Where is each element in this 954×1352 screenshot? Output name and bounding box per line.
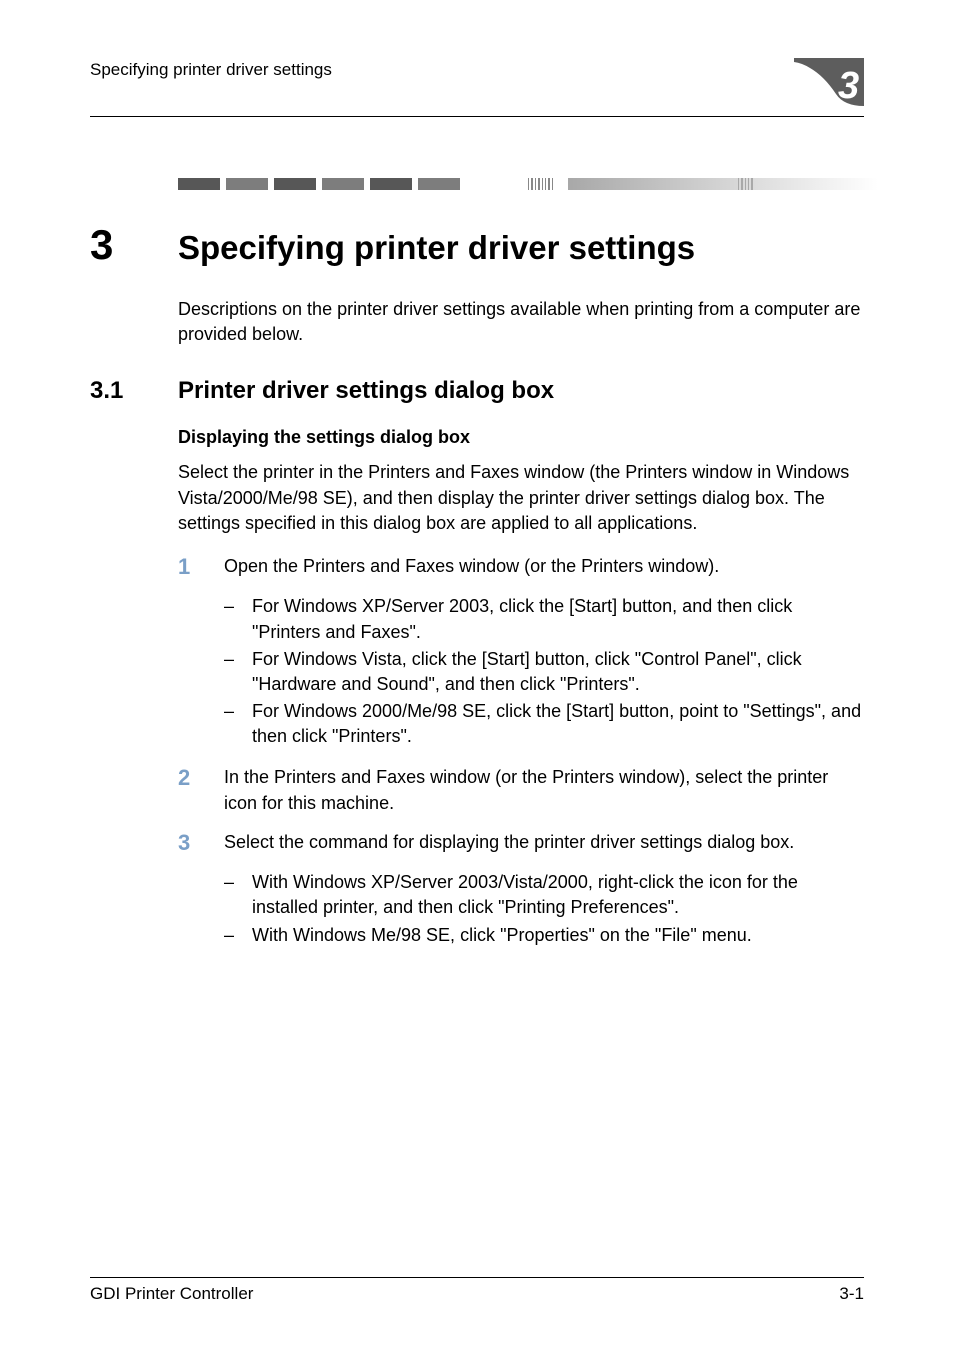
step-sublist: –For Windows XP/Server 2003, click the [… (224, 594, 864, 749)
step-number: 2 (178, 765, 224, 815)
chapter-number: 3 (90, 221, 178, 269)
step-subitem-text: With Windows XP/Server 2003/Vista/2000, … (252, 870, 864, 920)
section-heading: 3.1 Printer driver settings dialog box (90, 377, 864, 405)
step-subitem-text: With Windows Me/98 SE, click "Properties… (252, 923, 864, 948)
dash-icon: – (224, 923, 252, 948)
step-text: Open the Printers and Faxes window (or t… (224, 554, 864, 580)
steps-list: 1Open the Printers and Faxes window (or … (90, 554, 864, 948)
footer-left: GDI Printer Controller (90, 1284, 253, 1304)
step-text: Select the command for displaying the pr… (224, 830, 864, 856)
chapter-title: Specifying printer driver settings (178, 229, 695, 267)
decor-strip (178, 177, 864, 196)
footer-rule (90, 1277, 864, 1278)
footer-right: 3-1 (839, 1284, 864, 1304)
dash-icon: – (224, 647, 252, 697)
section-title: Printer driver settings dialog box (178, 377, 554, 405)
chapter-badge-number: 3 (838, 65, 859, 106)
step-text: In the Printers and Faxes window (or the… (224, 765, 864, 815)
section-number: 3.1 (90, 377, 178, 405)
step: 1Open the Printers and Faxes window (or … (178, 554, 864, 580)
step-subitem: –For Windows XP/Server 2003, click the [… (224, 594, 864, 644)
dash-icon: – (224, 870, 252, 920)
step-subitem: –For Windows 2000/Me/98 SE, click the [S… (224, 699, 864, 749)
chapter-badge: 3 (794, 58, 864, 106)
step-subitem: –With Windows Me/98 SE, click "Propertie… (224, 923, 864, 948)
running-title: Specifying printer driver settings (90, 58, 332, 80)
dash-icon: – (224, 699, 252, 749)
page-container: Specifying printer driver settings 3 (0, 0, 954, 1352)
step-number: 1 (178, 554, 224, 580)
chapter-intro: Descriptions on the printer driver setti… (178, 297, 864, 347)
step-subitem-text: For Windows XP/Server 2003, click the [S… (252, 594, 864, 644)
header-row: Specifying printer driver settings 3 (90, 58, 864, 106)
subsection-title: Displaying the settings dialog box (178, 427, 864, 448)
step-sublist: –With Windows XP/Server 2003/Vista/2000,… (224, 870, 864, 948)
step-subitem-text: For Windows Vista, click the [Start] but… (252, 647, 864, 697)
footer: GDI Printer Controller 3-1 (90, 1277, 864, 1304)
header-rule (90, 116, 864, 117)
chapter-heading: 3 Specifying printer driver settings (90, 221, 864, 269)
step-subitem-text: For Windows 2000/Me/98 SE, click the [St… (252, 699, 864, 749)
step: 3Select the command for displaying the p… (178, 830, 864, 856)
step: 2In the Printers and Faxes window (or th… (178, 765, 864, 815)
step-number: 3 (178, 830, 224, 856)
footer-row: GDI Printer Controller 3-1 (90, 1284, 864, 1304)
step-subitem: –With Windows XP/Server 2003/Vista/2000,… (224, 870, 864, 920)
dash-icon: – (224, 594, 252, 644)
subsection-body: Select the printer in the Printers and F… (178, 460, 864, 536)
step-subitem: –For Windows Vista, click the [Start] bu… (224, 647, 864, 697)
